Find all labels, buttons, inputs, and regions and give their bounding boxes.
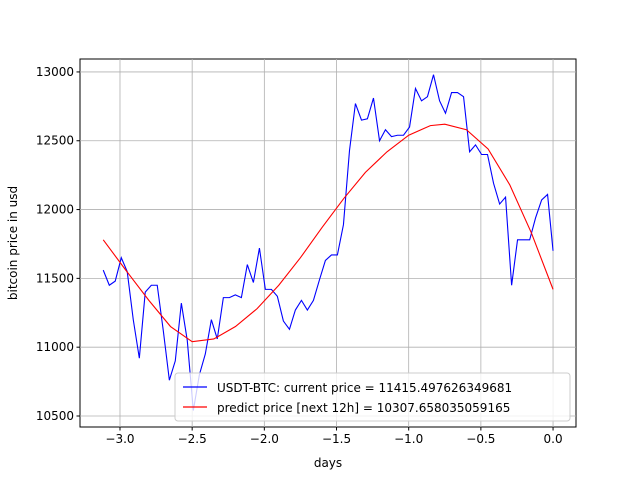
data-line <box>102 74 554 411</box>
data-line <box>102 123 554 343</box>
y-tick-label: 12000 <box>36 203 74 217</box>
x-tick-label: 0.0 <box>544 432 563 446</box>
x-tick-label: −0.5 <box>466 432 495 446</box>
legend-box <box>174 372 571 422</box>
y-tick-label: 11000 <box>36 340 74 354</box>
y-tick-label: 11500 <box>36 271 74 285</box>
x-tick-label: −2.0 <box>250 432 279 446</box>
legend-label: USDT-BTC: current price = 11415.49762634… <box>217 381 512 395</box>
y-axis-label: bitcoin price in usd <box>6 186 20 300</box>
x-tick-label: −3.0 <box>105 432 134 446</box>
grid <box>80 59 576 427</box>
y-tick-label: 10500 <box>36 409 74 423</box>
x-axis-label: days <box>314 456 342 470</box>
x-tick-label: −2.5 <box>178 432 207 446</box>
x-tick-label: −1.0 <box>394 432 423 446</box>
y-tick-label: 12500 <box>36 134 74 148</box>
legend: USDT-BTC: current price = 11415.49762634… <box>174 372 571 422</box>
x-tick-label: −1.5 <box>322 432 351 446</box>
y-tick-label: 13000 <box>36 65 74 79</box>
plot-frame <box>79 58 577 428</box>
legend-label: predict price [next 12h] = 10307.6580350… <box>217 401 510 415</box>
